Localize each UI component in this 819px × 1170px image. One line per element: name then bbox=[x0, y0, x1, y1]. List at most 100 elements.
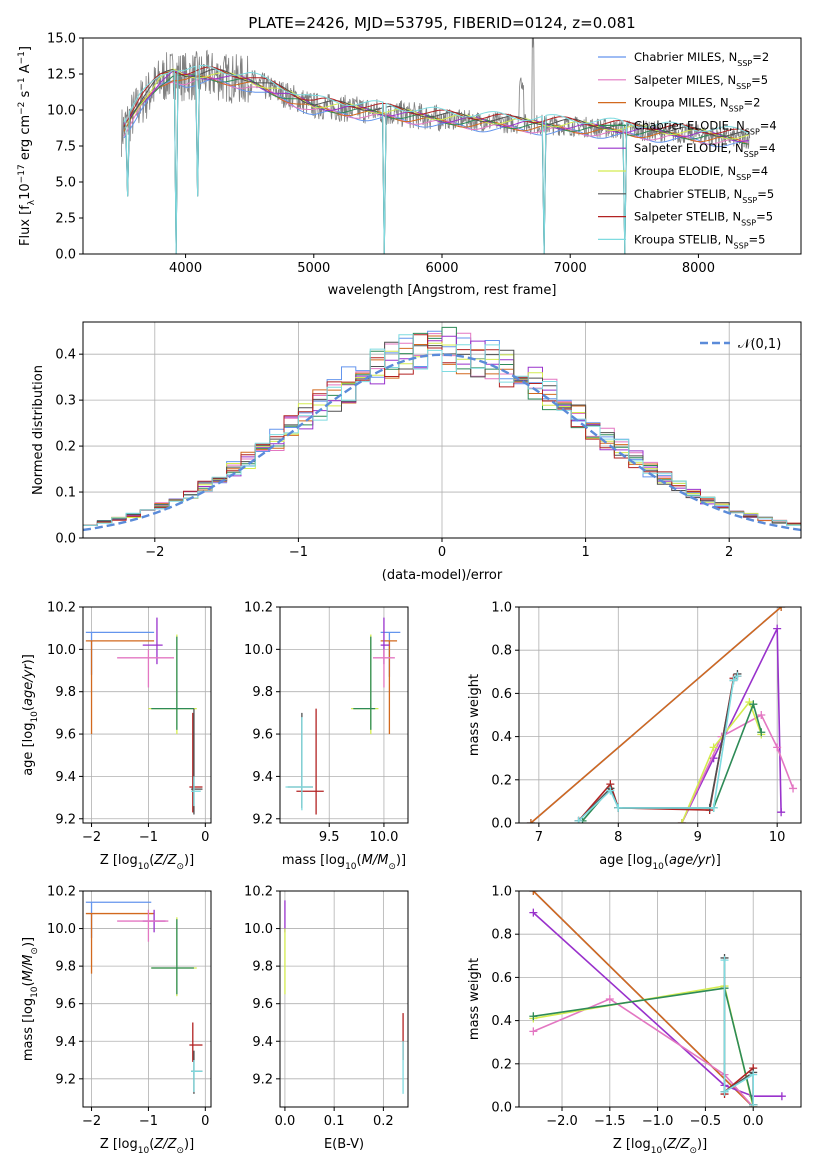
x-tick-label: 0 bbox=[201, 1114, 209, 1129]
x-tick-label: 10 bbox=[769, 830, 786, 845]
weight-marker bbox=[526, 819, 535, 823]
legend-label: Chabrier STELIB, NSSP=5 bbox=[634, 187, 774, 205]
mass-weight-vs-metallicity-panel: −2.0 −1.5 −1.0 −0.5 0.0 0.0 0.2 0.4 0.6 0.8 1.0 Z [… bbox=[467, 885, 802, 1156]
plot-area bbox=[83, 326, 801, 532]
y-tick-label: 9.8 bbox=[55, 685, 76, 700]
x-tick-label: 0 bbox=[201, 830, 209, 845]
x-tick-label: 10.0 bbox=[369, 830, 398, 845]
y-tick-label: 0.0 bbox=[55, 248, 76, 263]
legend-label: 𝒩(0,1) bbox=[738, 337, 781, 352]
y-tick-label: 9.6 bbox=[55, 997, 76, 1012]
y-tick-label: 10.0 bbox=[47, 922, 76, 937]
x-tick-label: 0.1 bbox=[324, 1114, 345, 1129]
y-tick-label: 2.5 bbox=[55, 212, 76, 227]
y-axis-label: Flux [fλ10−17 erg cm−2 s−1 A−1] bbox=[17, 46, 37, 246]
y-tick-label: 1.0 bbox=[491, 885, 512, 900]
model-spectrum-8 bbox=[123, 65, 749, 254]
x-tick-label: −0.5 bbox=[690, 1114, 722, 1129]
axes-frame bbox=[518, 606, 802, 824]
x-axis-label: wavelength [Angstrom, rest frame] bbox=[328, 283, 557, 298]
y-tick-label: 0.4 bbox=[491, 1014, 512, 1029]
x-tick-label: −2 bbox=[145, 545, 164, 560]
y-tick-label: 0.1 bbox=[55, 486, 76, 501]
weight-marker bbox=[777, 1092, 786, 1101]
axes-frame bbox=[279, 890, 409, 1108]
axes-frame bbox=[82, 890, 212, 1108]
weight-line-2 bbox=[530, 607, 782, 823]
plot-area bbox=[85, 617, 203, 815]
mass-weight-vs-age-panel: 7 8 9 10 0.0 0.2 0.4 0.6 0.8 1.0 age [log10(age/yr… bbox=[467, 601, 802, 872]
y-tick-label: 0.2 bbox=[491, 1057, 512, 1072]
age-vs-mass-panel: 9.5 10.0 9.2 9.4 9.6 9.8 10.0 10.2 mass [log10(M… bbox=[244, 601, 409, 872]
weight-marker bbox=[733, 672, 742, 681]
weight-line-5 bbox=[681, 700, 763, 823]
residual-histogram-5 bbox=[83, 342, 801, 526]
axes-frame bbox=[82, 606, 212, 824]
weight-marker bbox=[709, 803, 718, 812]
y-tick-label: 10.2 bbox=[47, 885, 76, 900]
y-tick-label: 0.6 bbox=[491, 687, 512, 702]
x-tick-label: −1 bbox=[289, 545, 308, 560]
y-tick-label: 9.2 bbox=[252, 1072, 273, 1087]
model-spectrum-3 bbox=[123, 74, 749, 254]
weight-marker bbox=[757, 711, 766, 719]
y-tick-label: 15.0 bbox=[47, 32, 76, 47]
y-tick-label: 9.2 bbox=[252, 812, 273, 827]
legend-label: Kroupa MILES, NSSP=2 bbox=[634, 96, 760, 114]
x-tick-label: 7000 bbox=[554, 261, 587, 276]
y-tick-label: 1.0 bbox=[491, 601, 512, 616]
y-axis-label: Normed distribution bbox=[31, 365, 46, 495]
weight-marker bbox=[757, 728, 766, 737]
x-axis-label: Z [log10(Z/Z⊙)] bbox=[100, 1137, 194, 1156]
x-tick-label: 8000 bbox=[682, 261, 715, 276]
y-tick-label: 0.8 bbox=[491, 644, 512, 659]
y-tick-label: 10.2 bbox=[244, 885, 273, 900]
weight-line-3 bbox=[533, 987, 754, 1105]
x-tick-label: 9.5 bbox=[319, 830, 340, 845]
legend-label: Chabrier ELODIE, NSSP=4 bbox=[634, 118, 777, 136]
weight-line-4 bbox=[681, 628, 782, 823]
x-tick-label: −1.0 bbox=[642, 1114, 674, 1129]
weight-marker bbox=[720, 1087, 729, 1096]
x-tick-label: −2 bbox=[82, 1114, 101, 1129]
x-tick-label: 4000 bbox=[169, 261, 202, 276]
legend: Chabrier MILES, NSSP=2 Salpeter MILES, NS… bbox=[598, 50, 777, 250]
plot-area bbox=[526, 607, 798, 823]
y-tick-label: 9.4 bbox=[55, 770, 76, 785]
x-tick-label: −1 bbox=[139, 830, 158, 845]
x-tick-label: 1 bbox=[581, 545, 589, 560]
y-tick-label: 0.2 bbox=[491, 773, 512, 788]
y-tick-label: 10.0 bbox=[244, 922, 273, 937]
weight-marker bbox=[749, 700, 758, 709]
y-axis-label: mass weight bbox=[467, 958, 482, 1040]
axes-frame bbox=[518, 890, 802, 1108]
weight-marker bbox=[529, 1012, 538, 1021]
weight-line-8 bbox=[723, 960, 755, 1105]
figure-title: PLATE=2426, MJD=53795, FIBERID=0124, z=0… bbox=[248, 14, 635, 32]
residual-panel: −2 −1 0 1 2 0.0 0.1 0.2 0.3 0.4 𝒩(0,1) (data-model)… bbox=[31, 321, 802, 583]
legend-label: Chabrier MILES, NSSP=2 bbox=[634, 50, 769, 68]
weight-marker bbox=[773, 624, 782, 633]
spectrum-panel: 4000 5000 6000 7000 8000 0.0 2.5 5.0 7.5 10.0 12.5… bbox=[17, 32, 802, 298]
y-tick-label: 9.8 bbox=[55, 960, 76, 975]
x-tick-label: 5000 bbox=[297, 261, 330, 276]
y-tick-label: 9.6 bbox=[55, 728, 76, 743]
y-tick-label: 9.4 bbox=[55, 1035, 76, 1050]
weight-marker bbox=[777, 607, 786, 611]
y-tick-label: 0.2 bbox=[55, 440, 76, 455]
y-tick-label: 0.3 bbox=[55, 394, 76, 409]
y-tick-label: 7.5 bbox=[55, 140, 76, 155]
weight-line-8 bbox=[578, 675, 739, 822]
axes-frame bbox=[279, 606, 409, 824]
x-tick-label: −1.5 bbox=[594, 1114, 626, 1129]
x-axis-label: E(B-V) bbox=[324, 1137, 364, 1152]
y-axis-label: age [log10(age/yr)] bbox=[21, 654, 40, 776]
weight-marker bbox=[773, 743, 782, 752]
legend-label: Salpeter ELODIE, NSSP=4 bbox=[634, 141, 776, 159]
legend-label: Kroupa ELODIE, NSSP=4 bbox=[634, 164, 768, 182]
model-spectrum-0 bbox=[123, 78, 749, 254]
legend-label: Kroupa STELIB, NSSP=5 bbox=[634, 232, 765, 250]
weight-line-1 bbox=[681, 713, 794, 823]
y-tick-label: 9.4 bbox=[252, 1035, 273, 1050]
